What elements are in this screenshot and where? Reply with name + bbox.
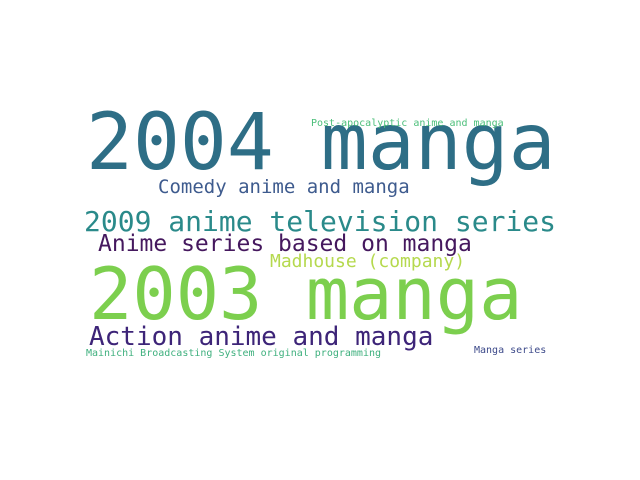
word-madhouse-company: Madhouse (company) <box>270 251 466 272</box>
word-2009-anime-television-series: 2009 anime television series <box>84 205 557 238</box>
word-action-anime-and-manga: Action anime and manga <box>89 322 434 352</box>
word-manga-series: Manga series <box>474 345 547 356</box>
word-anime-series-based-on-manga: Anime series based on manga <box>98 231 472 257</box>
word-post-apocalyptic-anime-and-manga: Post-apocalyptic anime and manga <box>311 118 504 129</box>
word-2004-manga: 2004 manga <box>86 98 556 188</box>
word-comedy-anime-and-manga: Comedy anime and manga <box>158 176 410 198</box>
word-2003-manga: 2003 manga <box>89 252 523 336</box>
word-mainichi-broadcasting-system: Mainichi Broadcasting System original pr… <box>86 348 382 359</box>
